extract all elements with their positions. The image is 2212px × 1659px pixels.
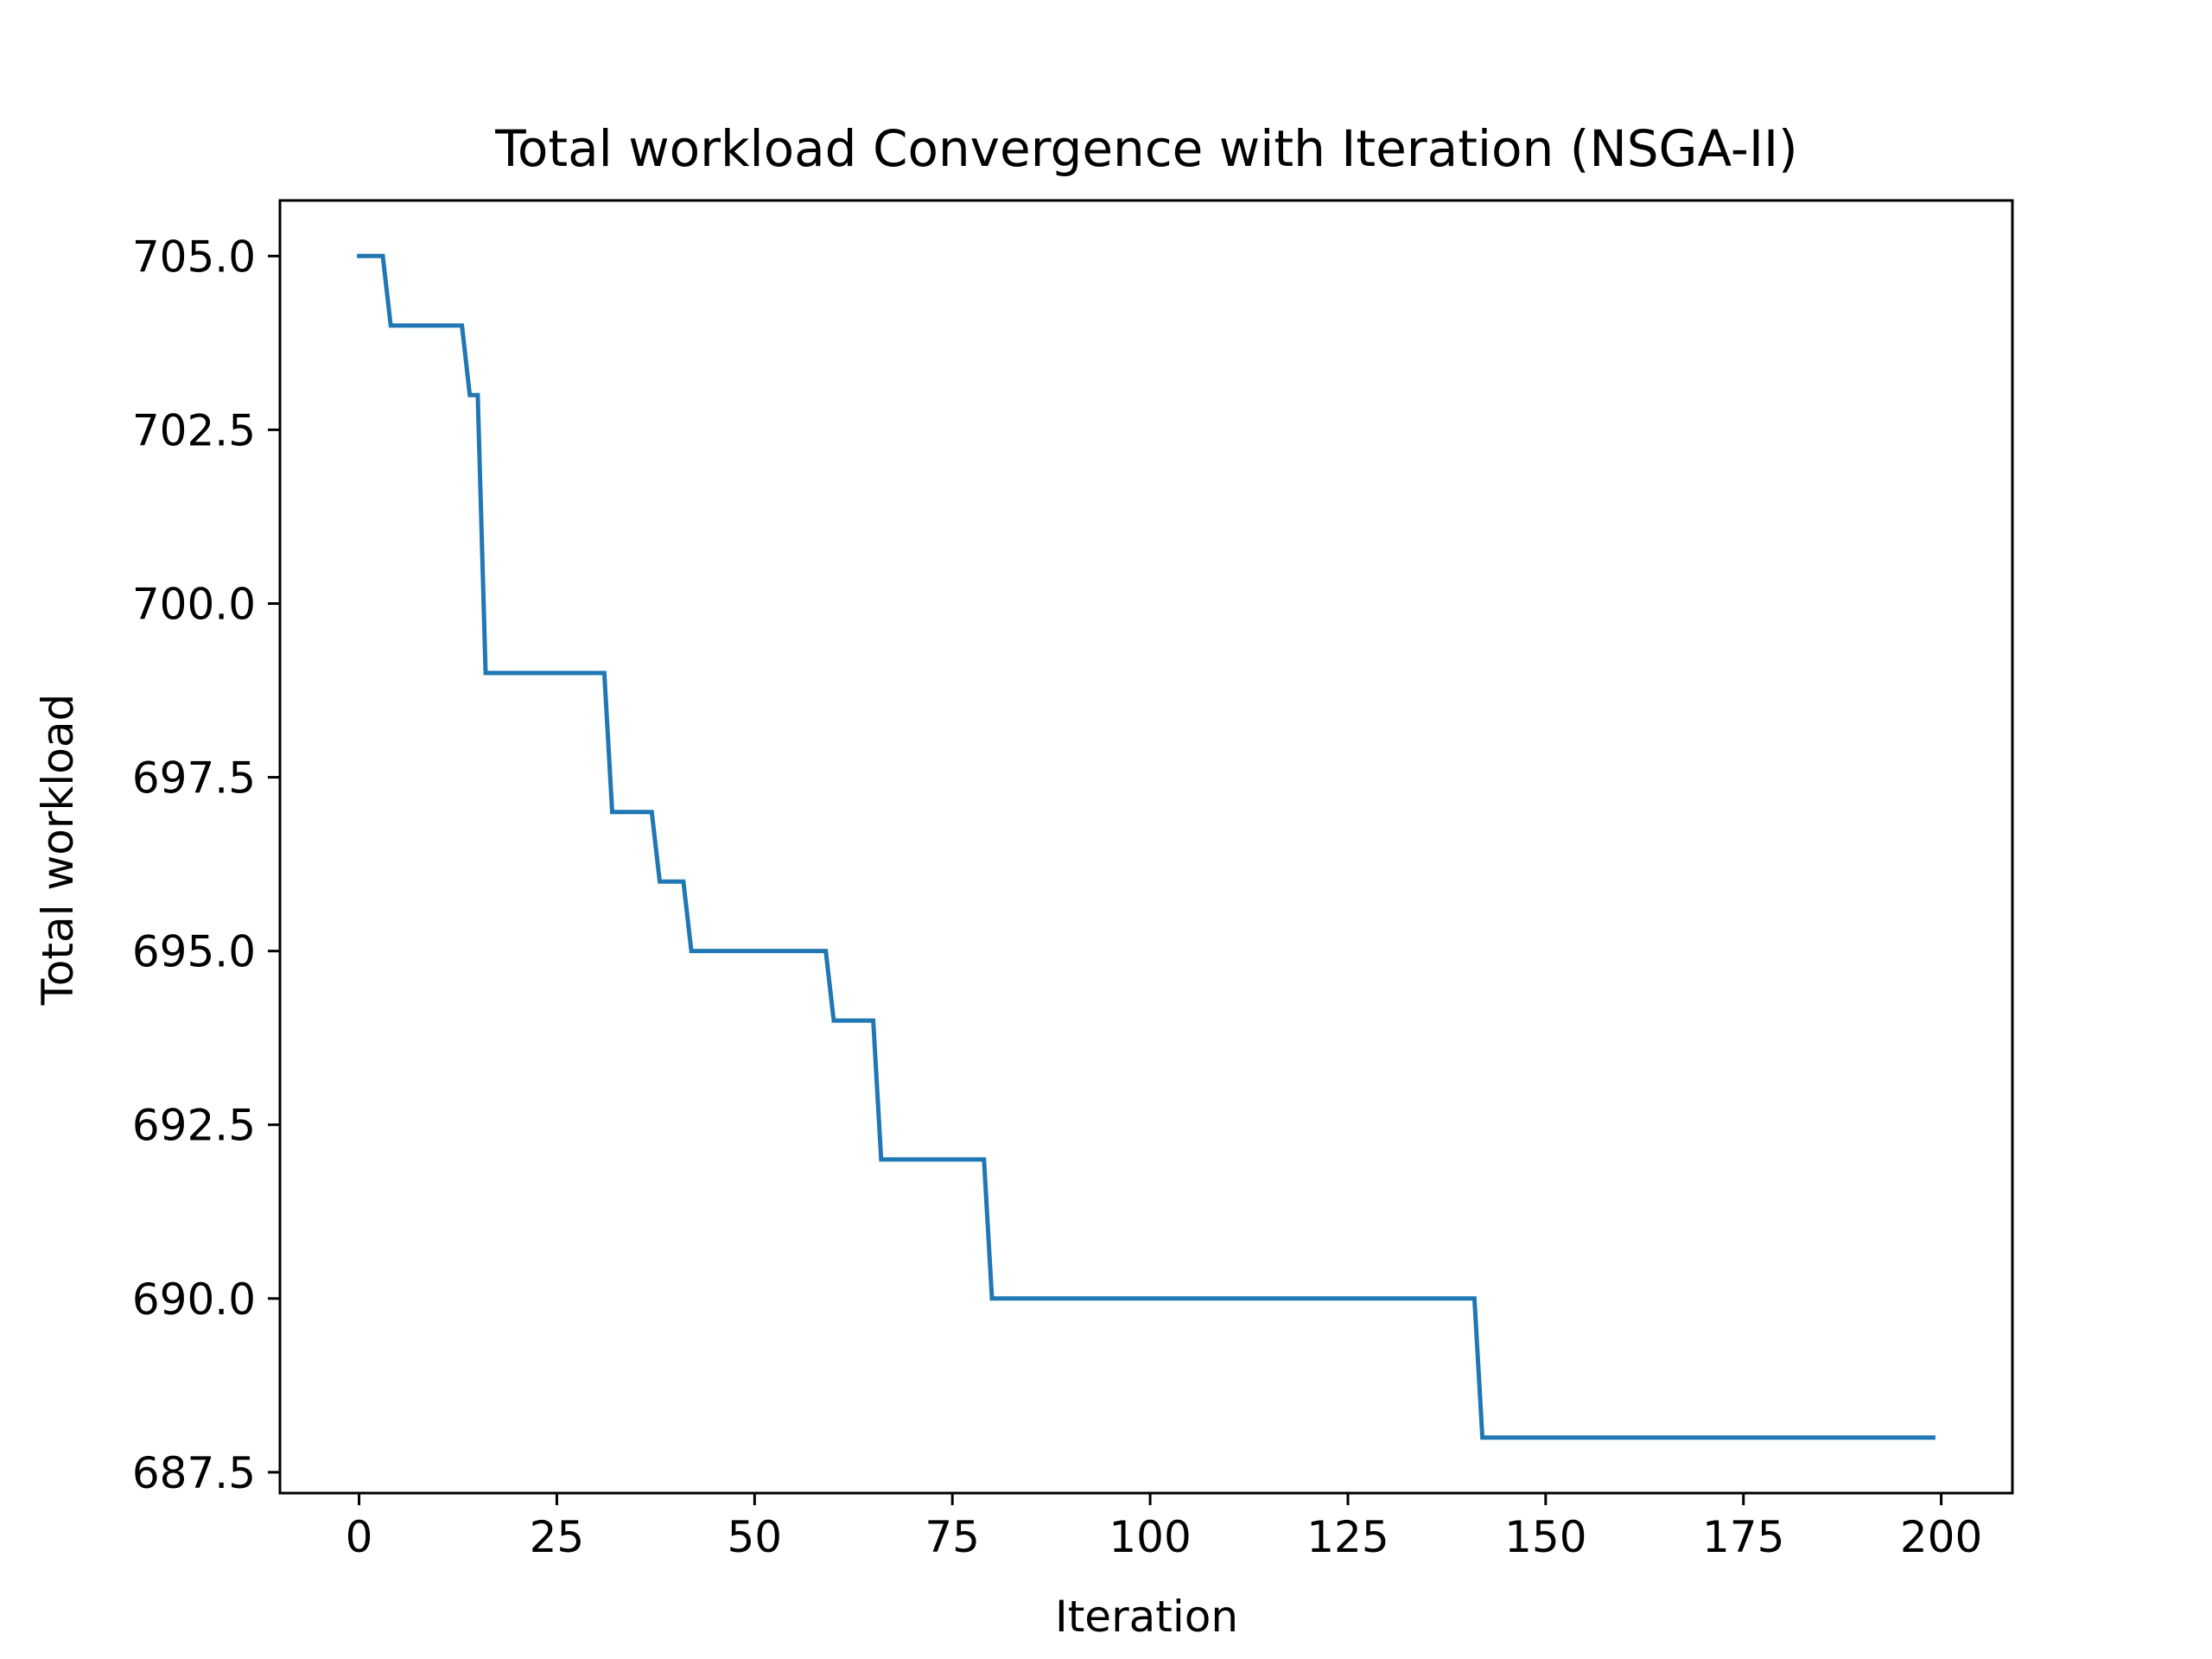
y-tick-label: 687.5 xyxy=(132,1448,256,1498)
x-tick-label: 175 xyxy=(1702,1512,1784,1562)
y-tick-label: 697.5 xyxy=(132,753,256,804)
x-tick-label: 75 xyxy=(925,1512,980,1562)
x-axis-label: Iteration xyxy=(1055,1592,1238,1642)
x-tick-label: 100 xyxy=(1109,1512,1191,1562)
chart-title: Total workload Convergence with Iteratio… xyxy=(494,119,1797,178)
y-axis: 687.5 690.0 692.5 695.0 697.5 700.0 702.5 705.0 xyxy=(132,232,280,1498)
y-tick-label: 690.0 xyxy=(132,1274,256,1325)
x-tick-label: 0 xyxy=(346,1512,373,1562)
x-tick-label: 25 xyxy=(530,1512,585,1562)
plot-area xyxy=(278,199,2014,1495)
y-tick-label: 705.0 xyxy=(132,232,256,282)
plot-frame xyxy=(278,199,2014,1495)
y-tick-label: 695.0 xyxy=(132,927,256,977)
x-axis: 0 25 50 75 100 125 150 175 200 xyxy=(346,1493,1982,1562)
x-tick-label: 150 xyxy=(1504,1512,1586,1562)
x-tick-label: 50 xyxy=(728,1512,783,1562)
y-tick-label: 700.0 xyxy=(132,579,256,629)
y-tick-label: 702.5 xyxy=(132,405,256,455)
series-line-0 xyxy=(357,253,1936,1440)
x-tick-label: 200 xyxy=(1900,1512,1982,1562)
x-tick-label: 125 xyxy=(1306,1512,1389,1562)
y-tick-label: 692.5 xyxy=(132,1101,256,1151)
y-axis-label: Total workload xyxy=(33,694,83,1007)
